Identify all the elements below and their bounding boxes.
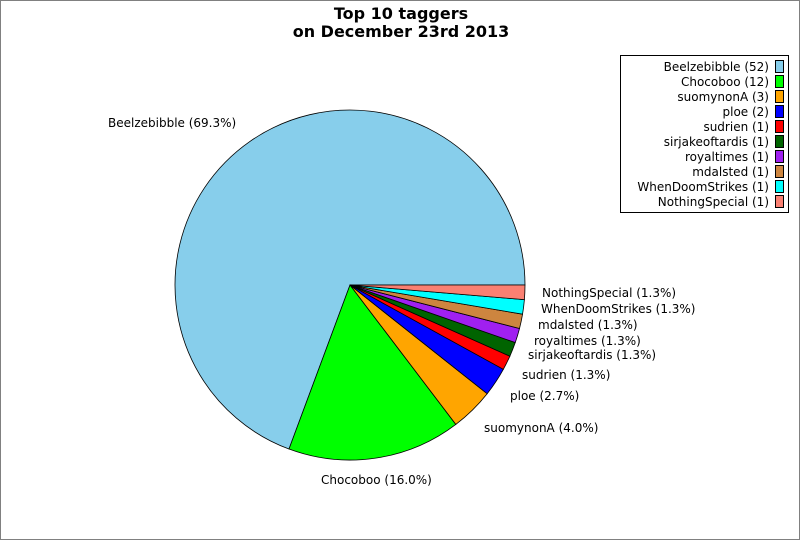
pie-slice-nothingspecial xyxy=(349,284,526,301)
legend-item-nothingspecial: NothingSpecial (1) xyxy=(658,194,784,209)
legend-item-royaltimes: royaltimes (1) xyxy=(685,149,784,164)
legend-label: ploe (2) xyxy=(722,104,770,119)
legend-label: sirjakeoftardis (1) xyxy=(663,134,769,149)
slice-label-suomynona: suomynonA (4.0%) xyxy=(484,421,598,435)
legend: Beelzebibble (52) Chocoboo (12) suomynonA … xyxy=(620,55,789,213)
legend-label: Chocoboo (12) xyxy=(680,74,769,89)
chart-subtitle: on December 23rd 2013 xyxy=(292,22,510,41)
slice-label-beelzebibble: Beelzebibble (69.3%) xyxy=(108,116,236,130)
legend-item-sudrien: sudrien (1) xyxy=(703,119,784,134)
legend-swatch xyxy=(775,165,784,178)
legend-swatch xyxy=(775,90,784,103)
legend-item-beelzebibble: Beelzebibble (52) xyxy=(664,59,784,74)
slice-label-mdalsted: mdalsted (1.3%) xyxy=(538,318,638,332)
legend-swatch xyxy=(775,105,784,118)
legend-swatch xyxy=(775,120,784,133)
slice-label-sudrien: sudrien (1.3%) xyxy=(522,368,610,382)
pie-slice-chocoboo xyxy=(288,284,457,461)
slice-label-whendoomstrikes: WhenDoomStrikes (1.3%) xyxy=(541,302,695,316)
slice-label-ploe: ploe (2.7%) xyxy=(510,389,579,403)
legend-label: Beelzebibble (52) xyxy=(663,59,769,74)
legend-swatch xyxy=(775,195,784,208)
legend-label: royaltimes (1) xyxy=(685,149,769,164)
legend-item-sirjakeoftardis: sirjakeoftardis (1) xyxy=(664,134,784,149)
legend-item-whendoomstrikes: WhenDoomStrikes (1) xyxy=(637,179,784,194)
legend-swatch xyxy=(775,135,784,148)
legend-label: suomynonA (3) xyxy=(677,89,769,104)
legend-swatch xyxy=(775,150,784,163)
legend-swatch xyxy=(775,60,784,73)
legend-item-chocoboo: Chocoboo (12) xyxy=(681,74,784,89)
slice-label-royaltimes: royaltimes (1.3%) xyxy=(534,334,641,348)
legend-item-mdalsted: mdalsted (1) xyxy=(692,164,784,179)
legend-label: WhenDoomStrikes (1) xyxy=(637,179,769,194)
chart-title: Top 10 taggers xyxy=(333,4,469,23)
legend-label: mdalsted (1) xyxy=(692,164,769,179)
slice-label-chocoboo: Chocoboo (16.0%) xyxy=(321,473,432,487)
legend-item-suomynona: suomynonA (3) xyxy=(677,89,784,104)
legend-label: NothingSpecial (1) xyxy=(657,194,769,209)
legend-item-ploe: ploe (2) xyxy=(722,104,784,119)
pie-slice-beelzebibble xyxy=(174,109,526,450)
legend-label: sudrien (1) xyxy=(703,119,769,134)
slice-label-nothingspecial: NothingSpecial (1.3%) xyxy=(542,286,676,300)
slice-label-sirjakeoftardis: sirjakeoftardis (1.3%) xyxy=(528,348,656,362)
legend-swatch xyxy=(775,180,784,193)
legend-swatch xyxy=(775,75,784,88)
